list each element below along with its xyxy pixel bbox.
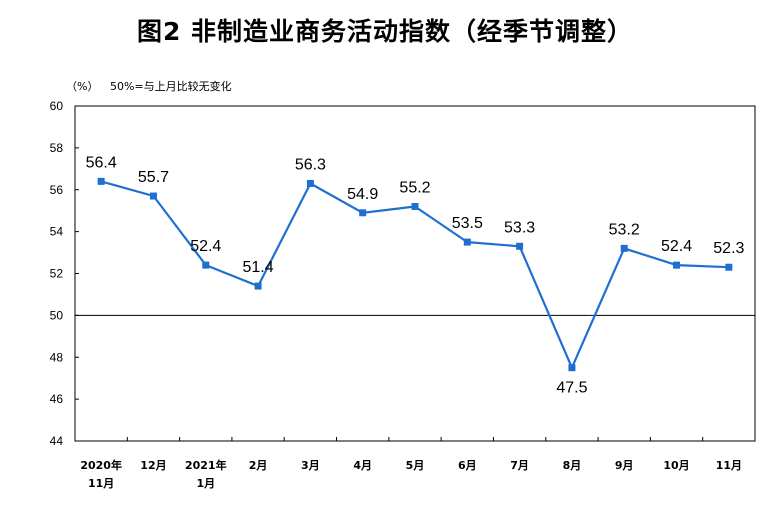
data-label: 52.4 <box>190 238 221 255</box>
y-tick-label: 50 <box>50 308 64 322</box>
y-axis-unit: （%） <box>66 80 99 93</box>
x-tick-label: 12月 <box>140 459 166 472</box>
x-tick-label: 8月 <box>563 459 582 472</box>
data-point-marker <box>306 179 314 187</box>
x-tick-label: 9月 <box>615 459 634 472</box>
data-label: 56.4 <box>86 154 117 171</box>
data-label: 53.5 <box>452 215 483 232</box>
y-tick-label: 56 <box>50 183 64 197</box>
data-point-marker <box>673 261 681 269</box>
x-tick-label: 4月 <box>353 459 372 472</box>
data-point-marker <box>254 282 262 290</box>
y-tick-label: 46 <box>50 392 64 406</box>
x-tick-label: 11月 <box>88 477 114 490</box>
x-tick-label: 2020年 <box>80 458 122 472</box>
y-tick-label: 54 <box>50 225 64 239</box>
x-tick-label: 5月 <box>406 459 425 472</box>
data-label: 56.3 <box>295 156 326 173</box>
data-label: 47.5 <box>556 380 587 397</box>
plot-frame <box>74 105 756 442</box>
data-point-marker <box>620 244 628 252</box>
data-label: 55.2 <box>399 180 430 197</box>
data-point-marker <box>411 203 419 210</box>
data-point-marker <box>97 177 105 185</box>
y-tick-label: 52 <box>50 267 64 281</box>
y-tick-label: 48 <box>50 350 64 364</box>
data-label: 51.4 <box>243 259 274 276</box>
x-tick-label: 1月 <box>196 477 215 490</box>
data-point-marker <box>202 261 210 269</box>
x-tick-label: 2021年 <box>185 458 227 472</box>
x-tick-label: 10月 <box>663 459 689 472</box>
x-tick-label: 2月 <box>249 459 268 472</box>
y-tick-label: 58 <box>50 141 64 155</box>
data-label: 52.4 <box>661 238 692 255</box>
data-label: 55.7 <box>138 169 169 186</box>
baseline-note: 50%=与上月比较无变化 <box>110 80 232 93</box>
data-point-marker <box>149 192 157 200</box>
data-label: 53.2 <box>609 221 640 238</box>
data-label: 53.3 <box>504 219 535 236</box>
data-point-marker <box>516 242 524 250</box>
data-point-marker <box>359 209 367 217</box>
x-tick-label: 7月 <box>510 459 529 472</box>
data-point-marker <box>725 263 733 271</box>
x-tick-label: 11月 <box>716 459 742 472</box>
chart-title: 图2 非制造业商务活动指数（经季节调整） <box>136 17 634 46</box>
data-label: 54.9 <box>347 186 378 203</box>
y-tick-label: 44 <box>50 434 64 448</box>
y-tick-label: 60 <box>50 99 64 113</box>
data-point-marker <box>463 238 471 246</box>
x-tick-label: 6月 <box>458 459 477 472</box>
data-label: 52.3 <box>713 240 744 257</box>
data-point-marker <box>568 364 576 372</box>
x-tick-label: 3月 <box>301 459 320 472</box>
